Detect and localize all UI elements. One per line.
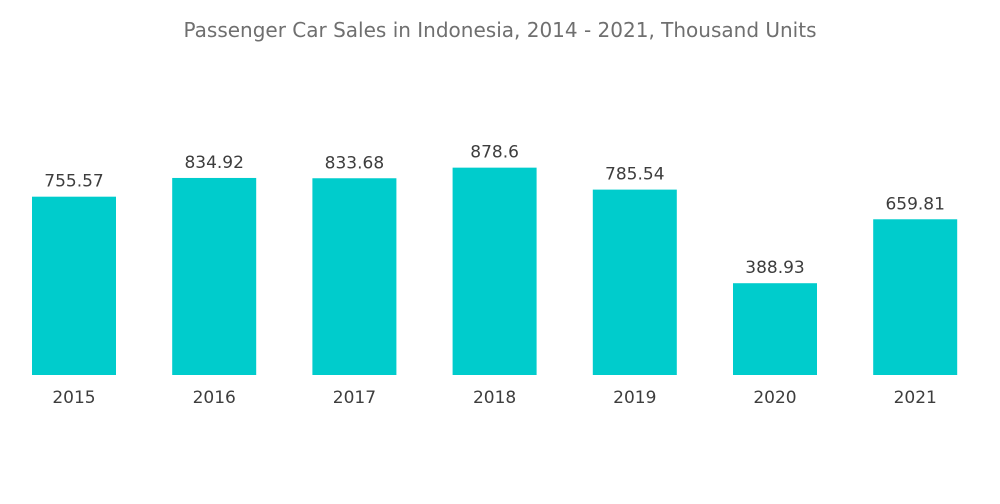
bar-2018: [452, 167, 537, 375]
value-label-2016: 834.92: [184, 153, 243, 173]
bar-2017: [312, 178, 397, 375]
x-axis-tick-labels: 2015 2016 2017 2018 2019 2020 2021: [52, 388, 936, 408]
bar-2015: [32, 196, 116, 375]
value-label-2021: 659.81: [885, 194, 944, 214]
x-tick-label-2015: 2015: [52, 388, 95, 408]
value-labels-layer: 755.57 834.92 833.68 878.6 785.54 388.93 659.8…: [44, 143, 945, 279]
x-tick-label-2017: 2017: [333, 388, 376, 408]
value-label-2018: 878.6: [470, 143, 519, 163]
bars-layer: [32, 167, 958, 375]
bar-2021: [873, 219, 958, 375]
x-tick-label-2020: 2020: [753, 388, 796, 408]
bar-2019: [592, 189, 677, 375]
x-tick-label-2019: 2019: [613, 388, 656, 408]
x-tick-label-2018: 2018: [473, 388, 516, 408]
value-label-2019: 785.54: [605, 165, 664, 185]
value-label-2020: 388.93: [745, 258, 804, 278]
value-label-2017: 833.68: [325, 153, 384, 173]
bar-2016: [172, 177, 257, 375]
x-tick-label-2016: 2016: [193, 388, 236, 408]
bar-2020: [733, 283, 817, 375]
value-label-2015: 755.57: [44, 172, 103, 192]
chart-title: Passenger Car Sales in Indonesia, 2014 -…: [183, 18, 817, 42]
x-tick-label-2021: 2021: [894, 388, 937, 408]
